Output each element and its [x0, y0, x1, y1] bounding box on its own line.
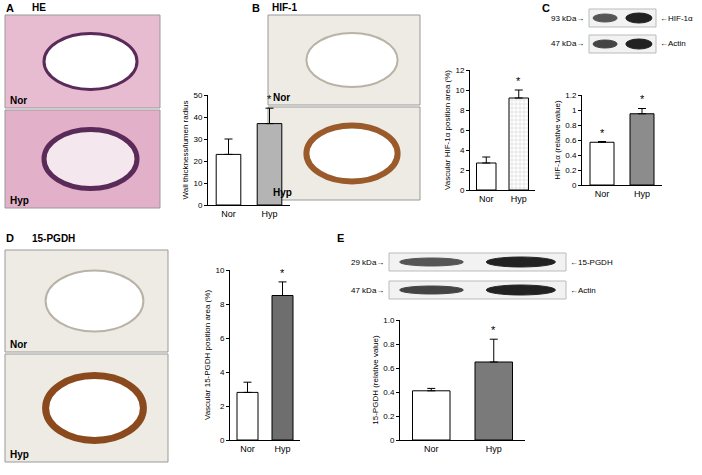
svg-text:93 kDa→: 93 kDa→	[551, 14, 584, 23]
svg-text:1: 1	[572, 106, 577, 115]
svg-text:Vascular HIF-1α position area: Vascular HIF-1α position area (%)	[443, 70, 452, 190]
svg-text:6: 6	[220, 334, 225, 343]
svg-text:0: 0	[198, 201, 203, 210]
svg-text:10: 10	[193, 179, 202, 188]
svg-text:0.2: 0.2	[383, 412, 395, 421]
svg-text:*: *	[280, 267, 285, 279]
svg-text:Hyp: Hyp	[486, 444, 502, 454]
svg-text:4: 4	[220, 368, 225, 377]
svg-text:6: 6	[460, 126, 465, 135]
svg-text:*: *	[267, 93, 272, 105]
svg-text:Nor: Nor	[479, 194, 494, 204]
svg-text:4: 4	[460, 146, 465, 155]
svg-text:←15-PGDH: ←15-PGDH	[570, 258, 613, 267]
svg-text:Wall thickness/lumen radius: Wall thickness/lumen radius	[181, 101, 190, 200]
svg-text:2: 2	[460, 166, 465, 175]
svg-text:47 kDa→: 47 kDa→	[351, 286, 384, 295]
svg-text:Hyp: Hyp	[634, 189, 650, 199]
svg-text:1.0: 1.0	[383, 316, 395, 325]
svg-text:15-PGDH: 15-PGDH	[32, 233, 75, 244]
svg-text:10: 10	[455, 86, 464, 95]
svg-text:0.2: 0.2	[565, 166, 577, 175]
svg-text:HE: HE	[32, 2, 46, 13]
svg-text:Nor: Nor	[240, 444, 255, 454]
svg-text:Nor: Nor	[10, 95, 27, 106]
svg-text:*: *	[640, 93, 645, 105]
svg-text:B: B	[252, 2, 260, 14]
svg-text:2: 2	[220, 402, 225, 411]
svg-text:Hyp: Hyp	[273, 187, 292, 198]
svg-text:50: 50	[193, 91, 202, 100]
svg-text:Nor: Nor	[595, 189, 610, 199]
svg-text:Nor: Nor	[424, 444, 439, 454]
svg-text:20: 20	[193, 157, 202, 166]
svg-text:Hyp: Hyp	[261, 209, 277, 219]
svg-text:0.4: 0.4	[565, 151, 577, 160]
svg-text:A: A	[6, 2, 14, 14]
svg-text:0.6: 0.6	[383, 364, 395, 373]
svg-text:*: *	[600, 127, 605, 139]
svg-text:0.6: 0.6	[565, 136, 577, 145]
svg-text:Hyp: Hyp	[10, 449, 29, 460]
svg-text:HIF-1α (relative value): HIF-1α (relative value)	[553, 100, 562, 180]
svg-text:0: 0	[390, 436, 395, 445]
svg-text:D: D	[6, 232, 14, 244]
svg-text:←HIF-1α: ←HIF-1α	[660, 14, 693, 23]
svg-text:8: 8	[460, 106, 465, 115]
svg-text:1.2: 1.2	[565, 91, 577, 100]
svg-text:47 kDa→: 47 kDa→	[551, 39, 584, 48]
svg-text:30: 30	[193, 135, 202, 144]
svg-text:←Actin: ←Actin	[660, 39, 686, 48]
svg-text:E: E	[337, 232, 344, 244]
svg-text:0: 0	[460, 186, 465, 195]
svg-text:C: C	[542, 2, 550, 14]
svg-text:*: *	[491, 324, 496, 336]
svg-text:15-PGDH (relative value): 15-PGDH (relative value)	[371, 335, 380, 425]
svg-text:29 kDa→: 29 kDa→	[351, 258, 384, 267]
svg-text:Nor: Nor	[10, 339, 27, 350]
svg-text:Hyp: Hyp	[274, 444, 290, 454]
svg-text:12: 12	[455, 66, 464, 75]
svg-text:Vascular 15-PGDH position area: Vascular 15-PGDH position area (%)	[203, 290, 212, 420]
svg-text:←Actin: ←Actin	[570, 286, 596, 295]
svg-text:0.4: 0.4	[383, 388, 395, 397]
svg-text:40: 40	[193, 113, 202, 122]
svg-text:Hyp: Hyp	[511, 194, 527, 204]
svg-text:10: 10	[215, 266, 224, 275]
svg-text:0.8: 0.8	[383, 340, 395, 349]
svg-text:0.8: 0.8	[565, 121, 577, 130]
svg-text:Nor: Nor	[273, 92, 290, 103]
svg-text:HIF-1: HIF-1	[272, 2, 297, 13]
svg-text:0: 0	[572, 181, 577, 190]
svg-text:Nor: Nor	[221, 209, 236, 219]
svg-text:Hyp: Hyp	[10, 195, 29, 206]
svg-text:0: 0	[220, 436, 225, 445]
svg-text:8: 8	[220, 300, 225, 309]
svg-text:*: *	[516, 75, 521, 87]
